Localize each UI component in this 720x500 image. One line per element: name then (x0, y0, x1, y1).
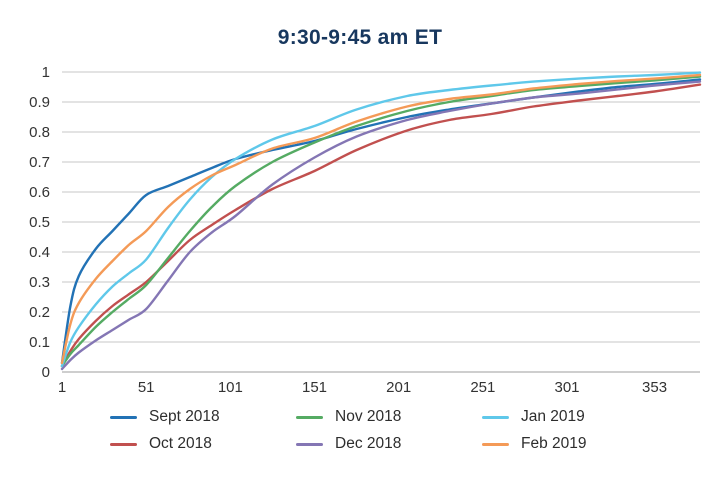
series-line-feb-2019 (60, 73, 702, 365)
legend-swatch (110, 415, 137, 419)
y-tick-label: 0.4 (29, 244, 50, 261)
chart-legend: Sept 2018 Oct 2018 Nov 2018 Dec 2018 Jan 201… (0, 408, 720, 453)
x-tick-label: 151 (302, 379, 327, 396)
x-tick-label: 51 (138, 379, 155, 396)
y-tick-label: 0.6 (29, 184, 50, 201)
y-tick-label: 0.3 (29, 274, 50, 291)
series-line-sept-2018 (60, 78, 702, 365)
y-tick-label: 0.1 (29, 334, 50, 351)
series-line-dec-2018 (60, 80, 702, 371)
y-tick-label: 0.2 (29, 304, 50, 321)
legend-label: Feb 2019 (521, 435, 587, 452)
legend-item-oct-2018: Oct 2018 (110, 435, 238, 453)
legend-label: Oct 2018 (149, 435, 212, 452)
legend-item-feb-2019: Feb 2019 (482, 435, 610, 453)
x-tick-label: 251 (470, 379, 495, 396)
legend-item-sept-2018: Sept 2018 (110, 408, 238, 426)
y-tick-label: 1 (42, 64, 50, 81)
legend-swatch (296, 415, 323, 419)
y-tick-label: 0 (42, 364, 50, 381)
x-tick-label: 101 (218, 379, 243, 396)
y-tick-label: 0.7 (29, 154, 50, 171)
legend-item-dec-2018: Dec 2018 (296, 435, 424, 453)
x-tick-label: 201 (386, 379, 411, 396)
legend-swatch (482, 442, 509, 446)
legend-item-nov-2018: Nov 2018 (296, 408, 424, 426)
page-title: 9:30-9:45 am ET (277, 26, 443, 49)
x-tick-label: 353 (642, 379, 667, 396)
legend-label: Sept 2018 (149, 408, 220, 425)
y-tick-label: 0.9 (29, 94, 50, 111)
legend-label: Dec 2018 (335, 435, 402, 452)
y-tick-label: 0.8 (29, 124, 50, 141)
legend-label: Nov 2018 (335, 408, 402, 425)
x-tick-label: 1 (58, 379, 66, 396)
y-tick-label: 0.5 (29, 214, 50, 231)
legend-swatch (482, 415, 509, 419)
legend-swatch (110, 442, 137, 446)
series-line-nov-2018 (60, 75, 702, 368)
series-line-jan-2019 (60, 71, 702, 368)
x-tick-label: 301 (554, 379, 579, 396)
legend-item-jan-2019: Jan 2019 (482, 408, 610, 426)
legend-label: Jan 2019 (521, 408, 585, 425)
legend-swatch (296, 442, 323, 446)
